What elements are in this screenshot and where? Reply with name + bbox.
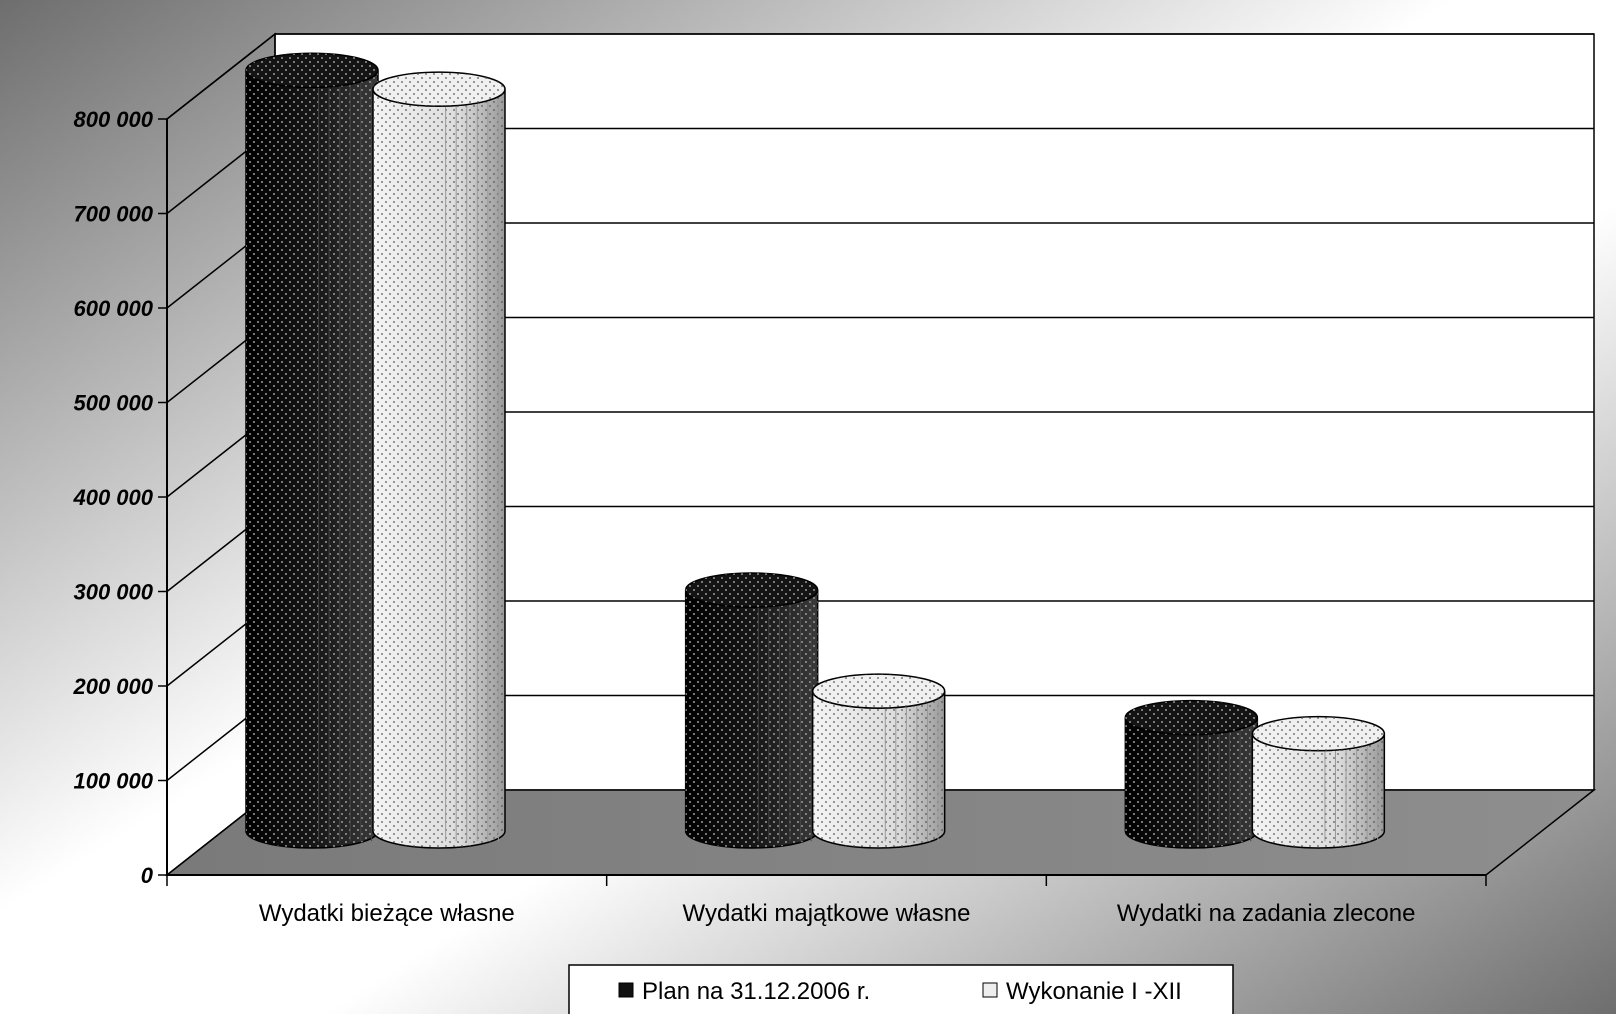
y-tick-label: 0 bbox=[141, 863, 154, 888]
y-tick-label: 700 000 bbox=[73, 202, 153, 227]
legend: Plan na 31.12.2006 r. Wykonanie I -XII bbox=[568, 964, 1234, 1014]
bar-wykonanie bbox=[372, 71, 506, 849]
y-tick-label: 500 000 bbox=[73, 391, 153, 416]
x-axis-labels: Wydatki bieżące własne Wydatki majątkowe … bbox=[259, 900, 1416, 927]
x-tick-label: Wydatki majątkowe własne bbox=[683, 900, 971, 927]
y-tick-label: 800 000 bbox=[73, 107, 153, 132]
y-tick-label: 600 000 bbox=[73, 296, 153, 321]
legend-label-plan: Plan na 31.12.2006 r. bbox=[642, 978, 870, 1005]
x-tick-label: Wydatki na zadania zlecone bbox=[1117, 900, 1416, 927]
gridline-side bbox=[166, 33, 276, 120]
bars bbox=[245, 52, 1386, 849]
legend-label-wykonanie: Wykonanie I -XII bbox=[1006, 978, 1182, 1005]
y-tick-label: 300 000 bbox=[73, 580, 153, 605]
legend-box bbox=[568, 964, 1234, 1014]
bar-plan bbox=[245, 52, 379, 849]
bar-plan bbox=[684, 572, 819, 849]
y-tick-label: 200 000 bbox=[72, 674, 153, 699]
y-tick-label: 400 000 bbox=[72, 485, 153, 510]
bar-wykonanie bbox=[1251, 715, 1386, 849]
y-axis-ticks: 0 100 000 200 000 300 000 400 000 500 000 600 … bbox=[72, 107, 167, 888]
bar-wykonanie bbox=[811, 673, 946, 849]
legend-swatch-wykonanie bbox=[982, 982, 998, 998]
y-tick-label: 100 000 bbox=[73, 769, 153, 794]
x-tick-label: Wydatki bieżące własne bbox=[259, 900, 515, 927]
legend-swatch-plan bbox=[618, 982, 634, 998]
bar-plan bbox=[1124, 699, 1259, 849]
